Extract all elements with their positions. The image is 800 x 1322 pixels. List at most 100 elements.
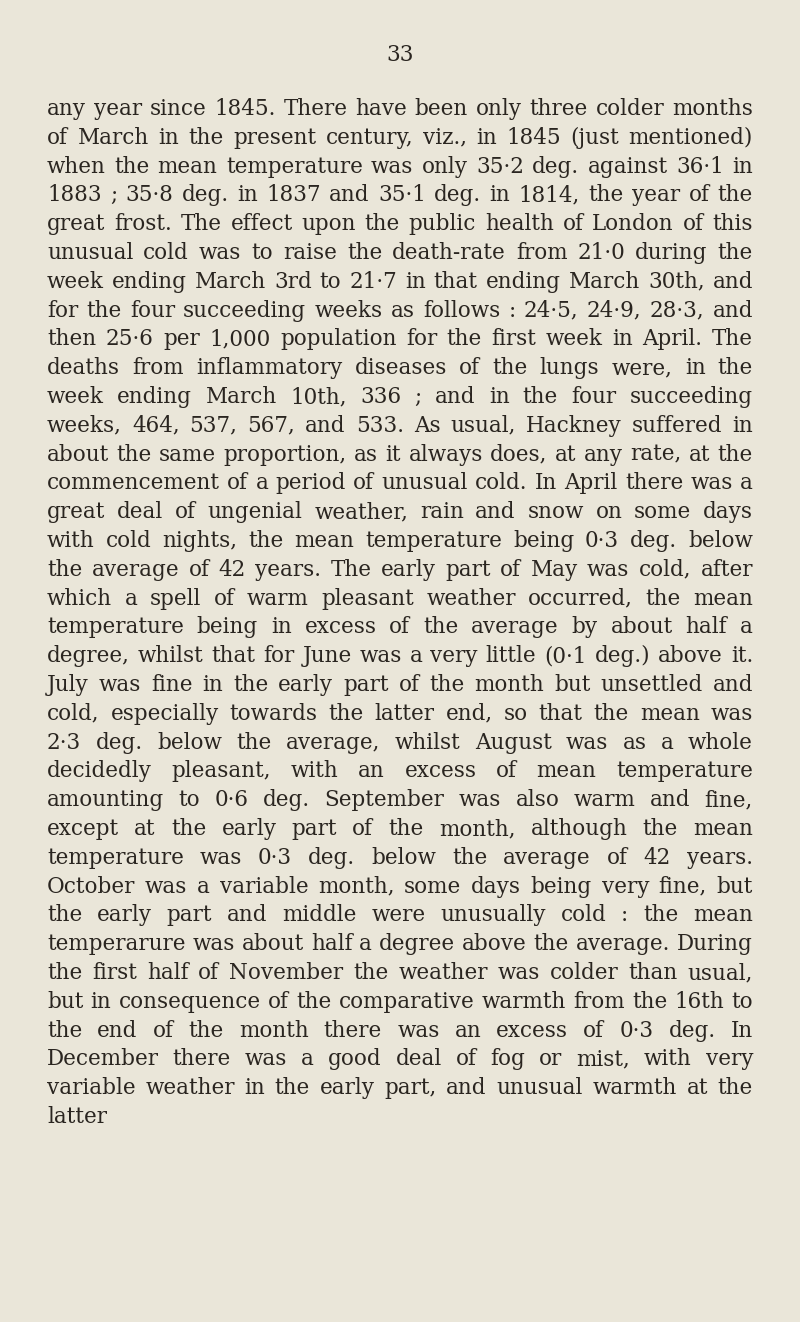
Text: unusual: unusual bbox=[47, 242, 134, 264]
Text: at: at bbox=[689, 444, 710, 465]
Text: mean: mean bbox=[693, 904, 753, 927]
Text: 16th: 16th bbox=[674, 990, 724, 1013]
Text: being: being bbox=[530, 875, 592, 898]
Text: 21·0: 21·0 bbox=[578, 242, 626, 264]
Text: in: in bbox=[490, 184, 510, 206]
Text: March: March bbox=[195, 271, 266, 292]
Text: in: in bbox=[202, 674, 223, 695]
Text: in: in bbox=[270, 616, 291, 639]
Text: days: days bbox=[471, 875, 521, 898]
Text: above: above bbox=[462, 933, 527, 956]
Text: cold: cold bbox=[561, 904, 606, 927]
Text: amounting: amounting bbox=[47, 789, 164, 812]
Text: of: of bbox=[682, 213, 704, 235]
Text: snow: snow bbox=[527, 501, 584, 524]
Text: diseases: diseases bbox=[354, 357, 447, 379]
Text: The: The bbox=[330, 559, 372, 580]
Text: half: half bbox=[686, 616, 727, 639]
Text: 1814,: 1814, bbox=[518, 184, 580, 206]
Text: a: a bbox=[359, 933, 372, 956]
Text: deal: deal bbox=[117, 501, 163, 524]
Text: deaths: deaths bbox=[47, 357, 120, 379]
Text: the: the bbox=[718, 357, 753, 379]
Text: unusual: unusual bbox=[497, 1077, 583, 1099]
Text: fog: fog bbox=[490, 1048, 526, 1071]
Text: of: of bbox=[153, 1019, 174, 1042]
Text: on: on bbox=[595, 501, 622, 524]
Text: 464,: 464, bbox=[132, 415, 179, 436]
Text: 3rd: 3rd bbox=[274, 271, 312, 292]
Text: the: the bbox=[534, 933, 569, 956]
Text: colder: colder bbox=[550, 962, 618, 984]
Text: of: of bbox=[583, 1019, 604, 1042]
Text: with: with bbox=[644, 1048, 692, 1071]
Text: (0·1: (0·1 bbox=[544, 645, 586, 668]
Text: week: week bbox=[47, 271, 104, 292]
Text: the: the bbox=[632, 990, 667, 1013]
Text: weeks: weeks bbox=[314, 300, 382, 321]
Text: the: the bbox=[643, 904, 678, 927]
Text: early: early bbox=[97, 904, 152, 927]
Text: some: some bbox=[634, 501, 691, 524]
Text: deg.: deg. bbox=[532, 156, 579, 177]
Text: a: a bbox=[255, 472, 268, 494]
Text: it.: it. bbox=[730, 645, 753, 668]
Text: weather: weather bbox=[426, 587, 516, 609]
Text: year: year bbox=[94, 98, 142, 120]
Text: this: this bbox=[713, 213, 753, 235]
Text: 537,: 537, bbox=[190, 415, 238, 436]
Text: viz.,: viz., bbox=[422, 127, 466, 149]
Text: excess: excess bbox=[304, 616, 376, 639]
Text: latter: latter bbox=[374, 703, 434, 724]
Text: of: of bbox=[175, 501, 196, 524]
Text: excess: excess bbox=[496, 1019, 568, 1042]
Text: in: in bbox=[158, 127, 179, 149]
Text: from: from bbox=[516, 242, 567, 264]
Text: does,: does, bbox=[490, 444, 548, 465]
Text: the: the bbox=[296, 990, 331, 1013]
Text: and: and bbox=[306, 415, 346, 436]
Text: 25·6: 25·6 bbox=[106, 328, 154, 350]
Text: whilst: whilst bbox=[138, 645, 203, 668]
Text: in: in bbox=[612, 328, 633, 350]
Text: or: or bbox=[539, 1048, 562, 1071]
Text: week: week bbox=[546, 328, 602, 350]
Text: an: an bbox=[358, 760, 385, 783]
Text: mean: mean bbox=[693, 587, 753, 609]
Text: 336: 336 bbox=[360, 386, 401, 408]
Text: public: public bbox=[409, 213, 476, 235]
Text: August: August bbox=[474, 731, 551, 754]
Text: health: health bbox=[485, 213, 554, 235]
Text: 35·2: 35·2 bbox=[476, 156, 524, 177]
Text: first: first bbox=[92, 962, 137, 984]
Text: 1845: 1845 bbox=[506, 127, 561, 149]
Text: colder: colder bbox=[595, 98, 664, 120]
Text: about: about bbox=[610, 616, 673, 639]
Text: there: there bbox=[173, 1048, 231, 1071]
Text: variable: variable bbox=[220, 875, 308, 898]
Text: the: the bbox=[236, 731, 271, 754]
Text: cold.: cold. bbox=[475, 472, 528, 494]
Text: was: was bbox=[690, 472, 733, 494]
Text: April: April bbox=[565, 472, 618, 494]
Text: was: was bbox=[245, 1048, 287, 1071]
Text: in: in bbox=[732, 156, 753, 177]
Text: four: four bbox=[571, 386, 617, 408]
Text: cold,: cold, bbox=[47, 703, 99, 724]
Text: a: a bbox=[661, 731, 674, 754]
Text: half: half bbox=[310, 933, 353, 956]
Text: occurred,: occurred, bbox=[528, 587, 633, 609]
Text: 0·3: 0·3 bbox=[258, 847, 292, 869]
Text: was: was bbox=[145, 875, 187, 898]
Text: was: was bbox=[98, 674, 141, 695]
Text: end: end bbox=[98, 1019, 138, 1042]
Text: the: the bbox=[189, 1019, 224, 1042]
Text: with: with bbox=[290, 760, 338, 783]
Text: May: May bbox=[530, 559, 578, 580]
Text: only: only bbox=[422, 156, 468, 177]
Text: the: the bbox=[718, 444, 753, 465]
Text: average: average bbox=[91, 559, 179, 580]
Text: were,: were, bbox=[612, 357, 673, 379]
Text: below: below bbox=[688, 530, 753, 553]
Text: a: a bbox=[125, 587, 138, 609]
